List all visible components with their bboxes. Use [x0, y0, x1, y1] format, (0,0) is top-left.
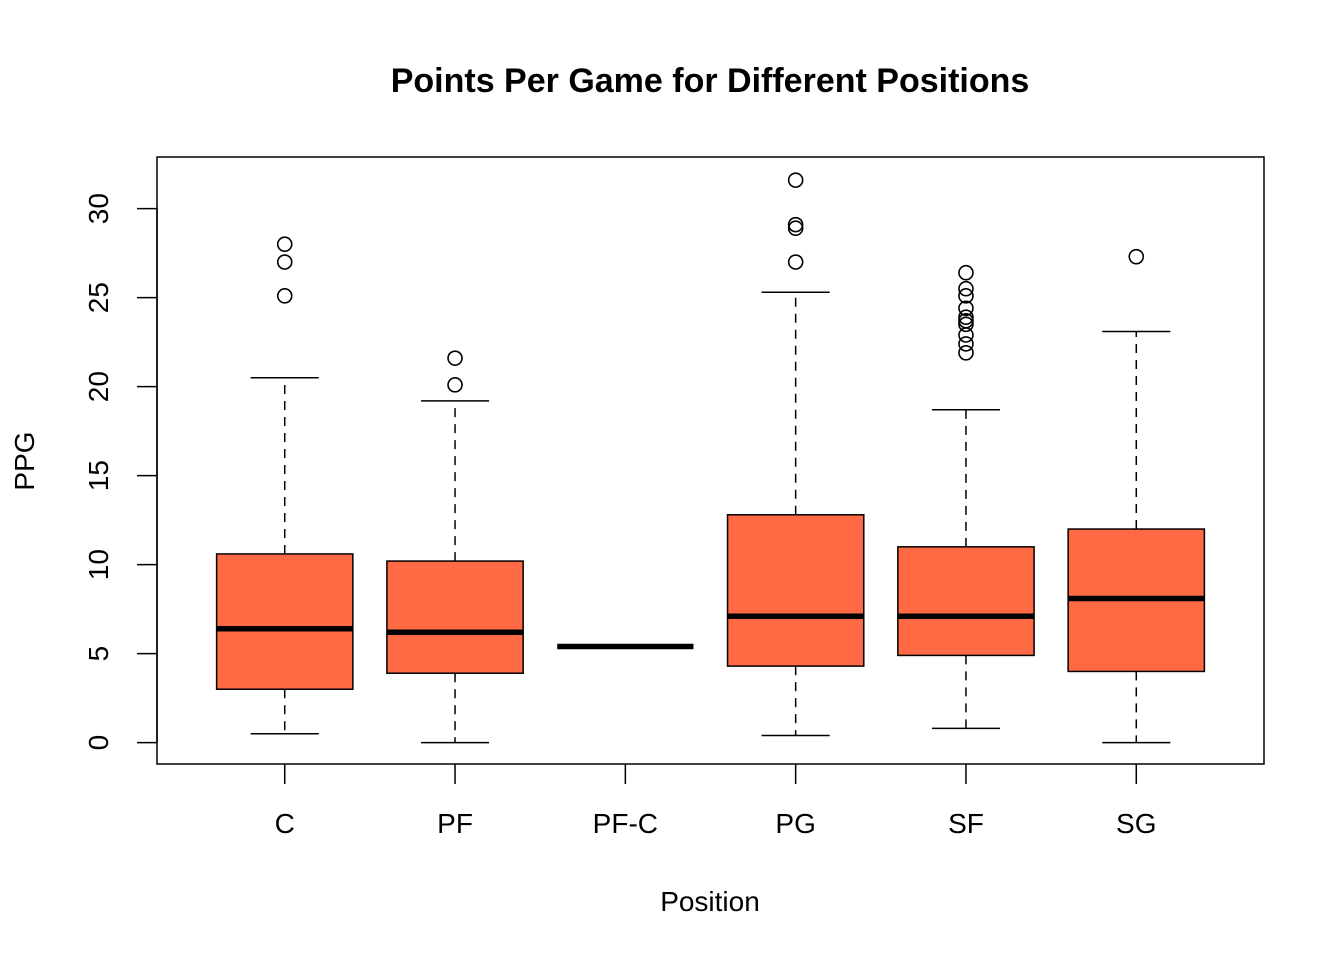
box-group-pf [386, 350, 524, 744]
outlier-point [958, 280, 974, 297]
y-tick-label: 20 [83, 371, 114, 402]
outlier-point [1128, 248, 1145, 265]
outlier-point [958, 336, 974, 352]
outlier-point [447, 350, 463, 366]
outlier-point [958, 316, 974, 333]
x-tick-label: SF [948, 808, 984, 839]
box-group-pg [726, 172, 865, 737]
box-group-c [215, 236, 354, 735]
outlier-point [787, 220, 804, 237]
x-axis: C PF PF-C PG SF SG [275, 764, 1157, 839]
x-tick-label: PF [437, 808, 473, 839]
chart-title: Points Per Game for Different Positions [391, 62, 1030, 100]
outlier-point [787, 254, 804, 270]
outlier-point [276, 254, 293, 270]
outlier-point [958, 345, 974, 361]
outlier-point [447, 377, 463, 393]
x-tick-label: SG [1116, 808, 1156, 839]
box-group-sf [897, 264, 1035, 730]
y-tick-label: 15 [83, 460, 114, 491]
x-tick-label: PF-C [593, 808, 658, 839]
y-tick-label: 25 [83, 282, 114, 313]
outlier-point [276, 288, 293, 304]
box [215, 553, 354, 690]
outlier-point [276, 236, 293, 253]
box-group-sg [1067, 248, 1206, 744]
outlier-point [958, 312, 974, 329]
y-axis-label: PPG [9, 431, 40, 490]
y-axis: 0 5 10 15 20 25 30 [83, 193, 158, 751]
outlier-point [958, 309, 974, 326]
outlier-point [787, 216, 804, 233]
box [726, 514, 865, 667]
y-tick-label: 0 [83, 735, 114, 751]
x-tick-label: C [275, 808, 295, 839]
x-tick-label: PG [775, 808, 815, 839]
boxes [215, 172, 1206, 744]
y-tick-label: 10 [83, 549, 114, 580]
outlier-point [787, 172, 804, 188]
outlier-point [958, 264, 974, 281]
x-axis-label: Position [660, 886, 760, 917]
y-tick-label: 5 [83, 646, 114, 662]
outlier-point [958, 288, 974, 304]
outlier-point [958, 300, 974, 317]
y-tick-label: 30 [83, 193, 114, 224]
box [897, 546, 1035, 657]
box [386, 560, 524, 674]
